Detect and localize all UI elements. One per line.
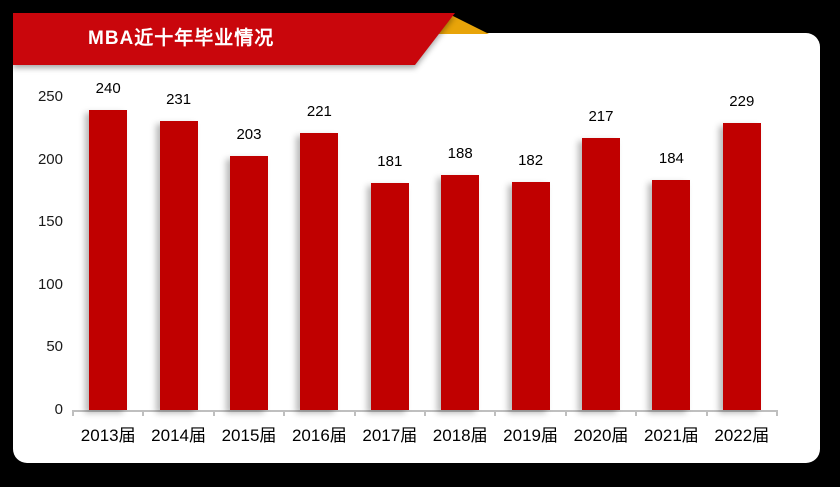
x-axis-category-label: 2021届 <box>643 426 699 445</box>
y-axis-tick-label: 200 <box>37 150 63 168</box>
bar-value-label: 221 <box>306 103 332 121</box>
x-axis-tick-mark <box>353 410 356 416</box>
x-axis-category-label: 2017届 <box>362 426 418 445</box>
bar-chart: 0 50 100 150 200 250 240 2013届 231 2014届 203 2015届 2… <box>13 33 820 463</box>
bar <box>582 138 620 410</box>
bar-value-label: 203 <box>236 125 262 143</box>
y-axis-tick-label: 50 <box>46 338 63 356</box>
bar <box>300 133 339 410</box>
bar <box>89 109 128 410</box>
x-axis-tick-mark <box>424 410 426 416</box>
y-axis-tick-label: 250 <box>37 88 63 105</box>
bar-value-label: 229 <box>729 93 755 111</box>
x-axis-tick-mark <box>635 410 638 416</box>
bar <box>652 179 691 410</box>
bar-value-label: 231 <box>166 90 192 108</box>
x-axis-tick-mark <box>494 410 497 416</box>
bar-value-label: 184 <box>658 149 684 167</box>
title-banner: MBA近十年毕业情况 <box>13 13 455 65</box>
x-axis-tick-mark <box>142 410 145 416</box>
bar <box>230 155 268 410</box>
bar <box>159 120 198 410</box>
bar-value-label: 217 <box>588 108 614 126</box>
page-title: MBA近十年毕业情况 <box>88 28 275 49</box>
y-axis-tick-label: 100 <box>37 275 63 293</box>
x-axis-category-label: 2013届 <box>80 426 136 445</box>
x-axis-tick-mark <box>72 410 74 416</box>
x-axis-tick-mark <box>283 410 286 416</box>
bar <box>722 123 761 410</box>
x-axis-category-label: 2020届 <box>573 426 629 445</box>
x-axis-category-label: 2018届 <box>432 426 488 445</box>
x-axis-category-label: 2015届 <box>221 426 277 445</box>
x-axis-category-label: 2014届 <box>151 426 206 445</box>
x-axis-category-label: 2022届 <box>714 426 770 445</box>
x-axis-category-label: 2016届 <box>291 426 347 445</box>
bar <box>511 182 550 410</box>
ribbon-shape <box>13 13 455 65</box>
x-axis-tick-mark <box>705 410 708 416</box>
bar <box>441 174 480 410</box>
bar-value-label: 181 <box>377 153 403 171</box>
bar-value-label: 182 <box>518 152 544 170</box>
y-axis-tick-label: 150 <box>37 213 63 231</box>
x-axis-category-label: 2019届 <box>503 426 558 445</box>
x-axis-tick-mark <box>564 410 567 416</box>
bar-value-label: 188 <box>447 144 473 162</box>
bar <box>370 183 409 410</box>
chart-card: 0 50 100 150 200 250 240 2013届 231 2014届 203 2015届 2… <box>13 33 820 463</box>
x-axis-tick-mark <box>212 410 215 416</box>
bar-value-label: 240 <box>95 79 121 97</box>
y-axis-tick-label: 0 <box>54 401 63 418</box>
x-axis-tick-mark <box>776 410 778 416</box>
